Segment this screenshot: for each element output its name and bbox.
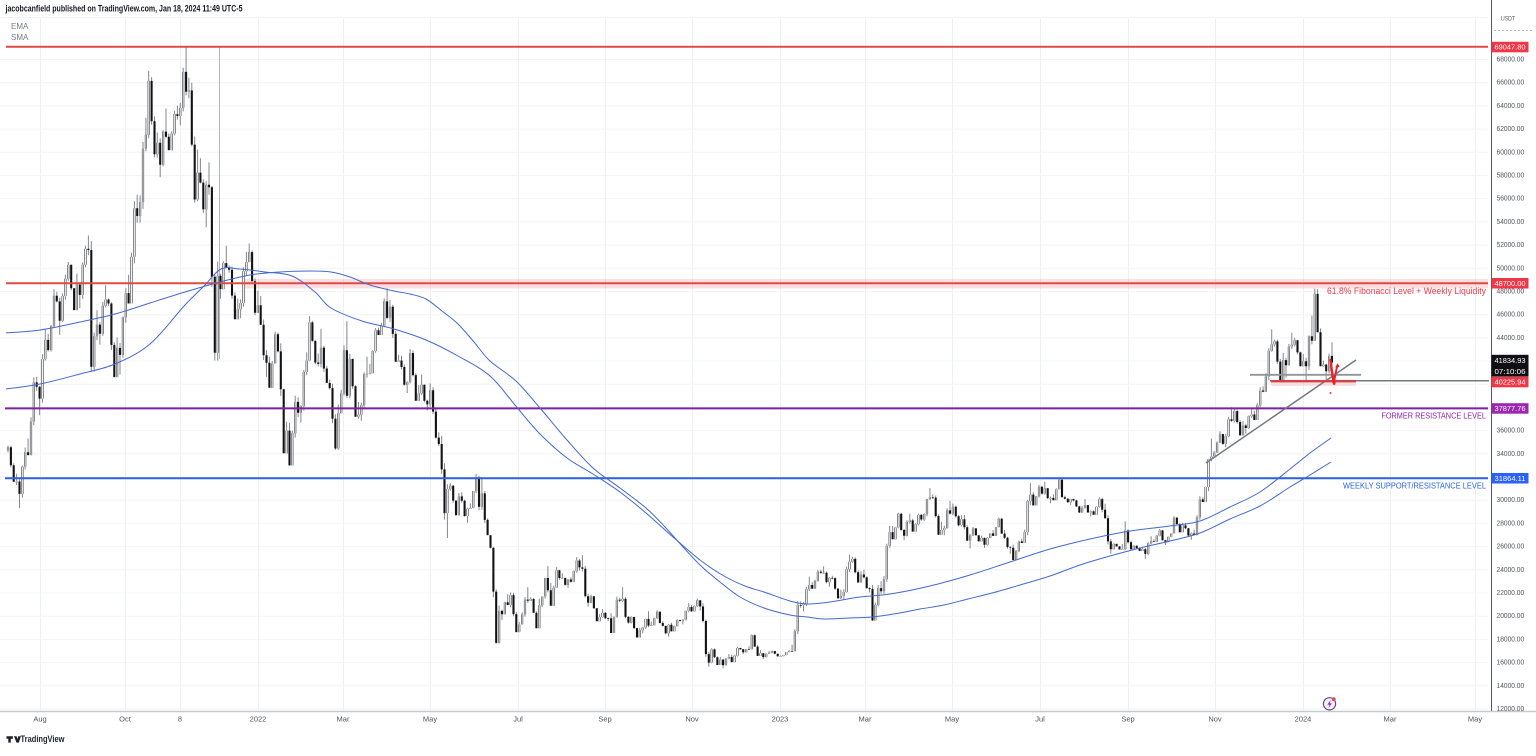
- svg-text:40225.94: 40225.94: [1495, 378, 1526, 387]
- svg-text:44000.00: 44000.00: [1497, 335, 1525, 342]
- svg-text:31864.11: 31864.11: [1495, 474, 1526, 483]
- svg-text:12000.00: 12000.00: [1497, 706, 1525, 713]
- svg-text:66000.00: 66000.00: [1497, 80, 1525, 87]
- svg-text:68000.00: 68000.00: [1497, 57, 1525, 64]
- svg-text:Oct: Oct: [119, 715, 132, 724]
- svg-text:2022: 2022: [250, 715, 267, 724]
- svg-text:46000.00: 46000.00: [1497, 312, 1525, 319]
- svg-text:69047.80: 69047.80: [1495, 43, 1526, 52]
- svg-text:61.8% Fibonacci Level + Weekly: 61.8% Fibonacci Level + Weekly Liquidity: [1327, 286, 1486, 297]
- svg-text:14000.00: 14000.00: [1497, 683, 1525, 690]
- svg-text:22000.00: 22000.00: [1497, 590, 1525, 597]
- svg-text:07:10:06: 07:10:06: [1495, 367, 1526, 376]
- svg-text:8: 8: [178, 715, 182, 724]
- svg-text:Mar: Mar: [859, 715, 872, 724]
- svg-text:64000.00: 64000.00: [1497, 103, 1525, 110]
- svg-text:Sep: Sep: [598, 715, 611, 724]
- svg-text:Nov: Nov: [685, 715, 699, 724]
- svg-text:28000.00: 28000.00: [1497, 520, 1525, 527]
- svg-text:USDT: USDT: [1501, 16, 1515, 23]
- svg-text:May: May: [1468, 715, 1482, 724]
- svg-text:56000.00: 56000.00: [1497, 196, 1525, 203]
- svg-text:Nov: Nov: [1208, 715, 1222, 724]
- svg-text:2024: 2024: [1295, 715, 1312, 724]
- svg-text:30000.00: 30000.00: [1497, 497, 1525, 504]
- svg-text:May: May: [945, 715, 959, 724]
- svg-text:Jul: Jul: [1035, 715, 1045, 724]
- svg-text:50000.00: 50000.00: [1497, 265, 1525, 272]
- svg-text:EMA: EMA: [11, 22, 29, 31]
- svg-text:52000.00: 52000.00: [1497, 242, 1525, 249]
- svg-text:Mar: Mar: [1384, 715, 1397, 724]
- svg-text:16000.00: 16000.00: [1497, 660, 1525, 667]
- svg-text:TradingView: TradingView: [21, 734, 65, 744]
- svg-text:24000.00: 24000.00: [1497, 567, 1525, 574]
- svg-text:48700.00: 48700.00: [1495, 279, 1526, 288]
- svg-text:54000.00: 54000.00: [1497, 219, 1525, 226]
- svg-text:26000.00: 26000.00: [1497, 544, 1525, 551]
- svg-text:WEEKLY SUPPORT/RESISTANCE LEVE: WEEKLY SUPPORT/RESISTANCE LEVEL: [1343, 482, 1486, 491]
- svg-text:Sep: Sep: [1121, 715, 1134, 724]
- svg-text:34000.00: 34000.00: [1497, 451, 1525, 458]
- svg-text:60000.00: 60000.00: [1497, 149, 1525, 156]
- svg-text:Mar: Mar: [337, 715, 350, 724]
- svg-text:62000.00: 62000.00: [1497, 126, 1525, 133]
- svg-text:18000.00: 18000.00: [1497, 636, 1525, 643]
- svg-text:2023: 2023: [772, 715, 789, 724]
- svg-text:20000.00: 20000.00: [1497, 613, 1525, 620]
- svg-text:FORMER RESISTANCE LEVEL: FORMER RESISTANCE LEVEL: [1381, 412, 1486, 421]
- svg-text:Aug: Aug: [33, 715, 46, 724]
- svg-text:May: May: [423, 715, 437, 724]
- svg-text:41834.93: 41834.93: [1495, 356, 1526, 365]
- svg-text:58000.00: 58000.00: [1497, 173, 1525, 180]
- svg-text:37877.76: 37877.76: [1495, 404, 1526, 413]
- svg-text:jacobcanfield published on Tra: jacobcanfield published on TradingView.c…: [5, 4, 243, 14]
- svg-text:Jul: Jul: [513, 715, 523, 724]
- svg-text:36000.00: 36000.00: [1497, 428, 1525, 435]
- svg-text:SMA: SMA: [11, 33, 29, 42]
- svg-text:48000.00: 48000.00: [1497, 289, 1525, 296]
